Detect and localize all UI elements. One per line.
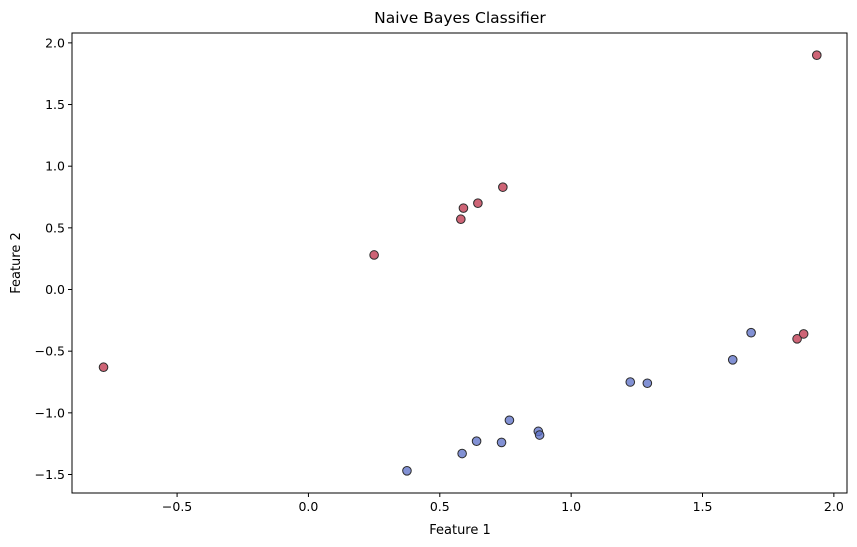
- x-tick-label: −0.5: [162, 499, 192, 514]
- data-point-class-0-0: [98, 362, 109, 373]
- x-tick-label: 0.0: [298, 499, 318, 514]
- data-point-class-0-3: [458, 203, 469, 213]
- y-tick-label: 1.5: [45, 97, 65, 112]
- data-point-class-1-4: [504, 415, 515, 426]
- x-axis-ticks: −0.5 0.0 0.5 1.0 1.5 2.0: [162, 493, 844, 514]
- data-point-class-1-8: [642, 378, 653, 389]
- data-point-class-1-10: [746, 327, 756, 338]
- y-tick-label: −1.0: [35, 405, 65, 420]
- data-point-class-0-8: [811, 50, 822, 60]
- y-tick-label: 0.0: [45, 282, 65, 297]
- data-point-class-1-7: [625, 377, 636, 387]
- chart-title: Naive Bayes Classifier: [374, 9, 546, 27]
- y-tick-label: 1.0: [45, 159, 65, 174]
- data-point-class-1-9: [727, 355, 738, 365]
- y-tick-label: −1.5: [35, 467, 65, 482]
- data-point-class-1-1: [457, 448, 467, 459]
- data-point-class-1-0: [402, 466, 412, 476]
- plot-area-frame: [71, 32, 848, 494]
- x-tick-label: 2.0: [824, 499, 844, 514]
- data-point-class-0-5: [498, 182, 508, 192]
- data-point-class-0-2: [456, 214, 466, 225]
- x-axis-label: Feature 1: [429, 523, 491, 538]
- data-points-layer: [98, 50, 822, 476]
- x-tick-label: 1.5: [693, 499, 713, 514]
- data-point-class-0-7: [798, 329, 809, 339]
- data-point-class-1-3: [496, 437, 507, 448]
- y-axis-ticks: −1.5 −1.0 −0.5 0.0 0.5 1.0 1.5 2.0: [35, 35, 72, 482]
- data-point-class-1-6: [534, 430, 545, 440]
- data-point-class-0-4: [473, 198, 483, 208]
- x-tick-label: 1.0: [561, 499, 581, 514]
- y-tick-label: 0.5: [45, 220, 65, 235]
- y-tick-label: −0.5: [35, 344, 65, 359]
- x-tick-label: 0.5: [430, 499, 450, 514]
- data-point-class-0-1: [369, 250, 379, 260]
- y-axis-label: Feature 2: [9, 232, 24, 294]
- y-tick-label: 2.0: [45, 35, 65, 50]
- data-point-class-0-6: [792, 334, 802, 344]
- data-point-class-1-2: [471, 436, 482, 447]
